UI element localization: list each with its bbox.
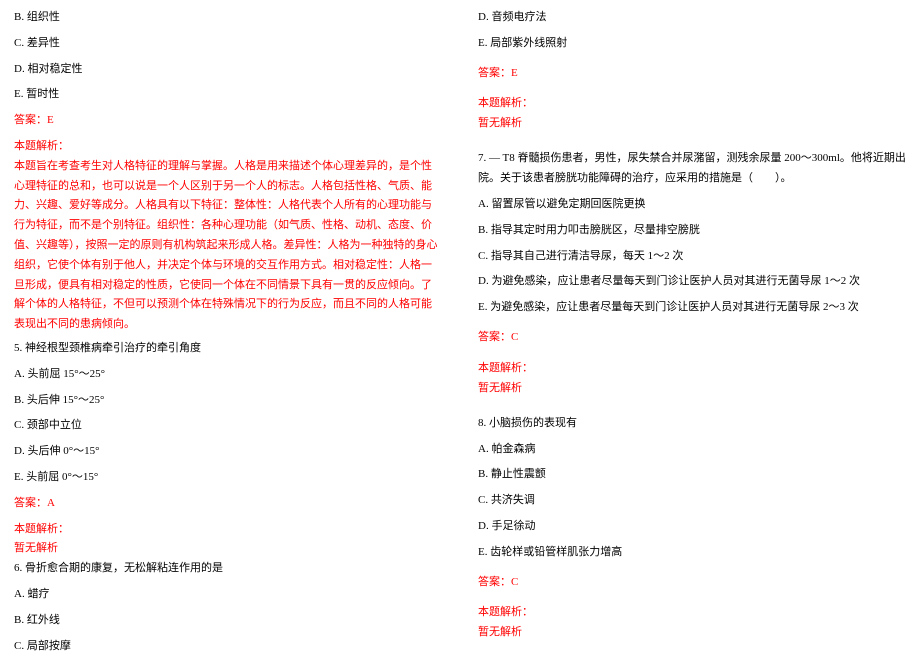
q7-option-d: D. 为避免感染，应让患者尽量每天到门诊让医护人员对其进行无菌导尿 1～2 次: [478, 272, 906, 292]
q4-explanation: 本题旨在考查考生对人格特征的理解与掌握。人格是用来描述个体心理差异的，是个性心理…: [14, 157, 442, 335]
q4-option-d: D. 相对稳定性: [14, 60, 442, 80]
q5-option-c: C. 颈部中立位: [14, 416, 442, 436]
q7-option-b: B. 指导其定时用力叩击膀胱区，尽量排空膀胱: [478, 221, 906, 241]
q4-option-e: E. 暂时性: [14, 85, 442, 105]
q8-option-e: E. 齿轮样或铅管样肌张力增高: [478, 543, 906, 563]
right-column: D. 音频电疗法 E. 局部紫外线照射 答案：E 本题解析： 暂无解析 7. —…: [460, 8, 906, 643]
q6-option-d: D. 音频电疗法: [478, 8, 906, 28]
q7-stem: 7. — T8 脊髓损伤患者，男性，尿失禁合并尿潴留，测残余尿量 200～300…: [478, 149, 906, 189]
q6-option-c: C. 局部按摩: [14, 637, 442, 656]
q5-explanation: 暂无解析: [14, 539, 442, 559]
q6-option-e: E. 局部紫外线照射: [478, 34, 906, 54]
q6-stem: 6. 骨折愈合期的康复，无松解粘连作用的是: [14, 559, 442, 579]
q8-option-a: A. 帕金森病: [478, 440, 906, 460]
q4-option-b: B. 组织性: [14, 8, 442, 28]
q7-option-e: E. 为避免感染，应让患者尽量每天到门诊让医护人员对其进行无菌导尿 2～3 次: [478, 298, 906, 318]
q8-answer: 答案：C: [478, 573, 906, 593]
q5-answer: 答案：A: [14, 494, 442, 514]
q5-option-e: E. 头前屈 0°～15°: [14, 468, 442, 488]
q7-answer: 答案：C: [478, 328, 906, 348]
q4-option-c: C. 差异性: [14, 34, 442, 54]
q5-option-d: D. 头后伸 0°～15°: [14, 442, 442, 462]
q8-explanation-label: 本题解析：: [478, 603, 906, 623]
q7-explanation: 暂无解析: [478, 379, 906, 399]
q5-option-a: A. 头前屈 15°～25°: [14, 365, 442, 385]
q6-explanation-label: 本题解析：: [478, 94, 906, 114]
q7-option-a: A. 留置尿管以避免定期回医院更换: [478, 195, 906, 215]
q8-option-c: C. 共济失调: [478, 491, 906, 511]
q4-answer: 答案：E: [14, 111, 442, 131]
q5-stem: 5. 神经根型颈椎病牵引治疗的牵引角度: [14, 339, 442, 359]
q8-option-b: B. 静止性震颤: [478, 465, 906, 485]
q8-stem: 8. 小脑损伤的表现有: [478, 414, 906, 434]
q6-explanation: 暂无解析: [478, 114, 906, 134]
q7-option-c: C. 指导其自己进行清洁导尿，每天 1～2 次: [478, 247, 906, 267]
q4-explanation-label: 本题解析：: [14, 137, 442, 157]
q6-answer: 答案：E: [478, 64, 906, 84]
q8-explanation: 暂无解析: [478, 623, 906, 643]
left-column: B. 组织性 C. 差异性 D. 相对稳定性 E. 暂时性 答案：E 本题解析：…: [14, 8, 460, 643]
q7-explanation-label: 本题解析：: [478, 359, 906, 379]
q5-explanation-label: 本题解析：: [14, 520, 442, 540]
q6-option-b: B. 红外线: [14, 611, 442, 631]
q5-option-b: B. 头后伸 15°～25°: [14, 391, 442, 411]
q8-option-d: D. 手足徐动: [478, 517, 906, 537]
q6-option-a: A. 蜡疗: [14, 585, 442, 605]
